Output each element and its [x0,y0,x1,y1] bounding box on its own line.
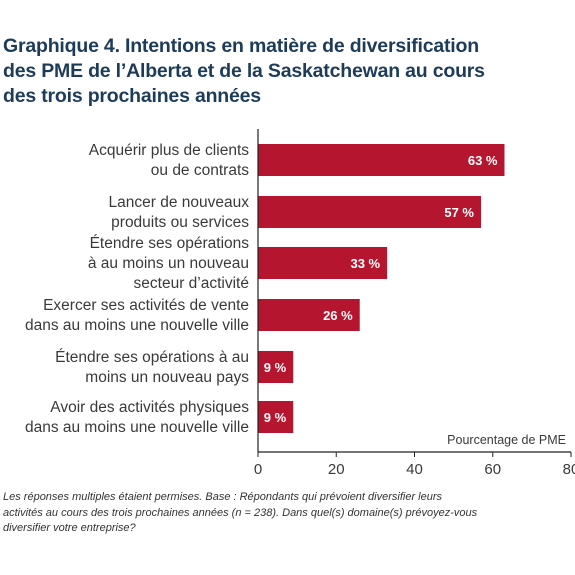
bar [258,196,482,228]
bar-value-label: 33 % [350,256,380,271]
category-label: Étendre ses opérations [90,235,250,252]
footnote: Les réponses multiples étaient permises.… [3,490,568,537]
category-label: Exercer ses activités de vente [43,297,249,314]
category-label: Étendre ses opérations à au [55,349,249,366]
bars-layer: 63 % 57 % 33 % 26 % 9 % 9 % [258,144,505,433]
x-axis: 0 20 40 60 80 Pourcentage de PME [254,129,575,478]
bar-value-label: 63 % [468,153,498,168]
category-label: dans au moins une nouvelle ville [25,419,249,436]
bar-value-label: 57 % [444,205,474,220]
category-label: dans au moins une nouvelle ville [25,317,249,334]
category-label: secteur d’activité [134,275,249,292]
x-tick-label: 40 [406,461,423,478]
category-label: Lancer de nouveaux [109,194,250,211]
x-tick-label: 0 [254,461,262,478]
bar-value-label: 9 % [264,360,287,375]
category-label: ou de contrats [151,162,249,179]
category-label: à au moins un nouveau [88,255,249,272]
category-label: Acquérir plus de clients [89,142,249,159]
bar [258,351,294,383]
category-label: moins un nouveau pays [85,369,249,386]
bar [258,299,360,331]
footnote-line: Les réponses multiples étaient permises.… [3,491,443,503]
x-tick-label: 80 [563,461,575,478]
chart-title-line: des trois prochaines années [3,85,261,107]
footnote-line: diversifier votre entreprise? [3,522,136,534]
bar [258,247,388,279]
chart-title-line: Graphique 4. Intentions en matière de di… [3,35,479,57]
chart-title-line: des PME de l’Alberta et de la Saskatchew… [3,60,485,82]
footnote-line: activités au cours des trois prochaines … [3,506,478,519]
bar-value-label: 26 % [323,308,353,323]
chart-title: Graphique 4. Intentions en matière de di… [3,34,568,109]
bar-value-label: 9 % [264,410,287,425]
x-tick-label: 60 [484,461,501,478]
bar [258,401,294,433]
category-label: produits ou services [111,214,249,231]
category-label: Avoir des activités physiques [50,399,249,416]
bar [258,144,505,176]
x-axis-title: Pourcentage de PME [447,433,566,447]
category-labels-layer: Acquérir plus de clients ou de contrats La… [25,142,249,436]
x-tick-label: 20 [328,461,345,478]
